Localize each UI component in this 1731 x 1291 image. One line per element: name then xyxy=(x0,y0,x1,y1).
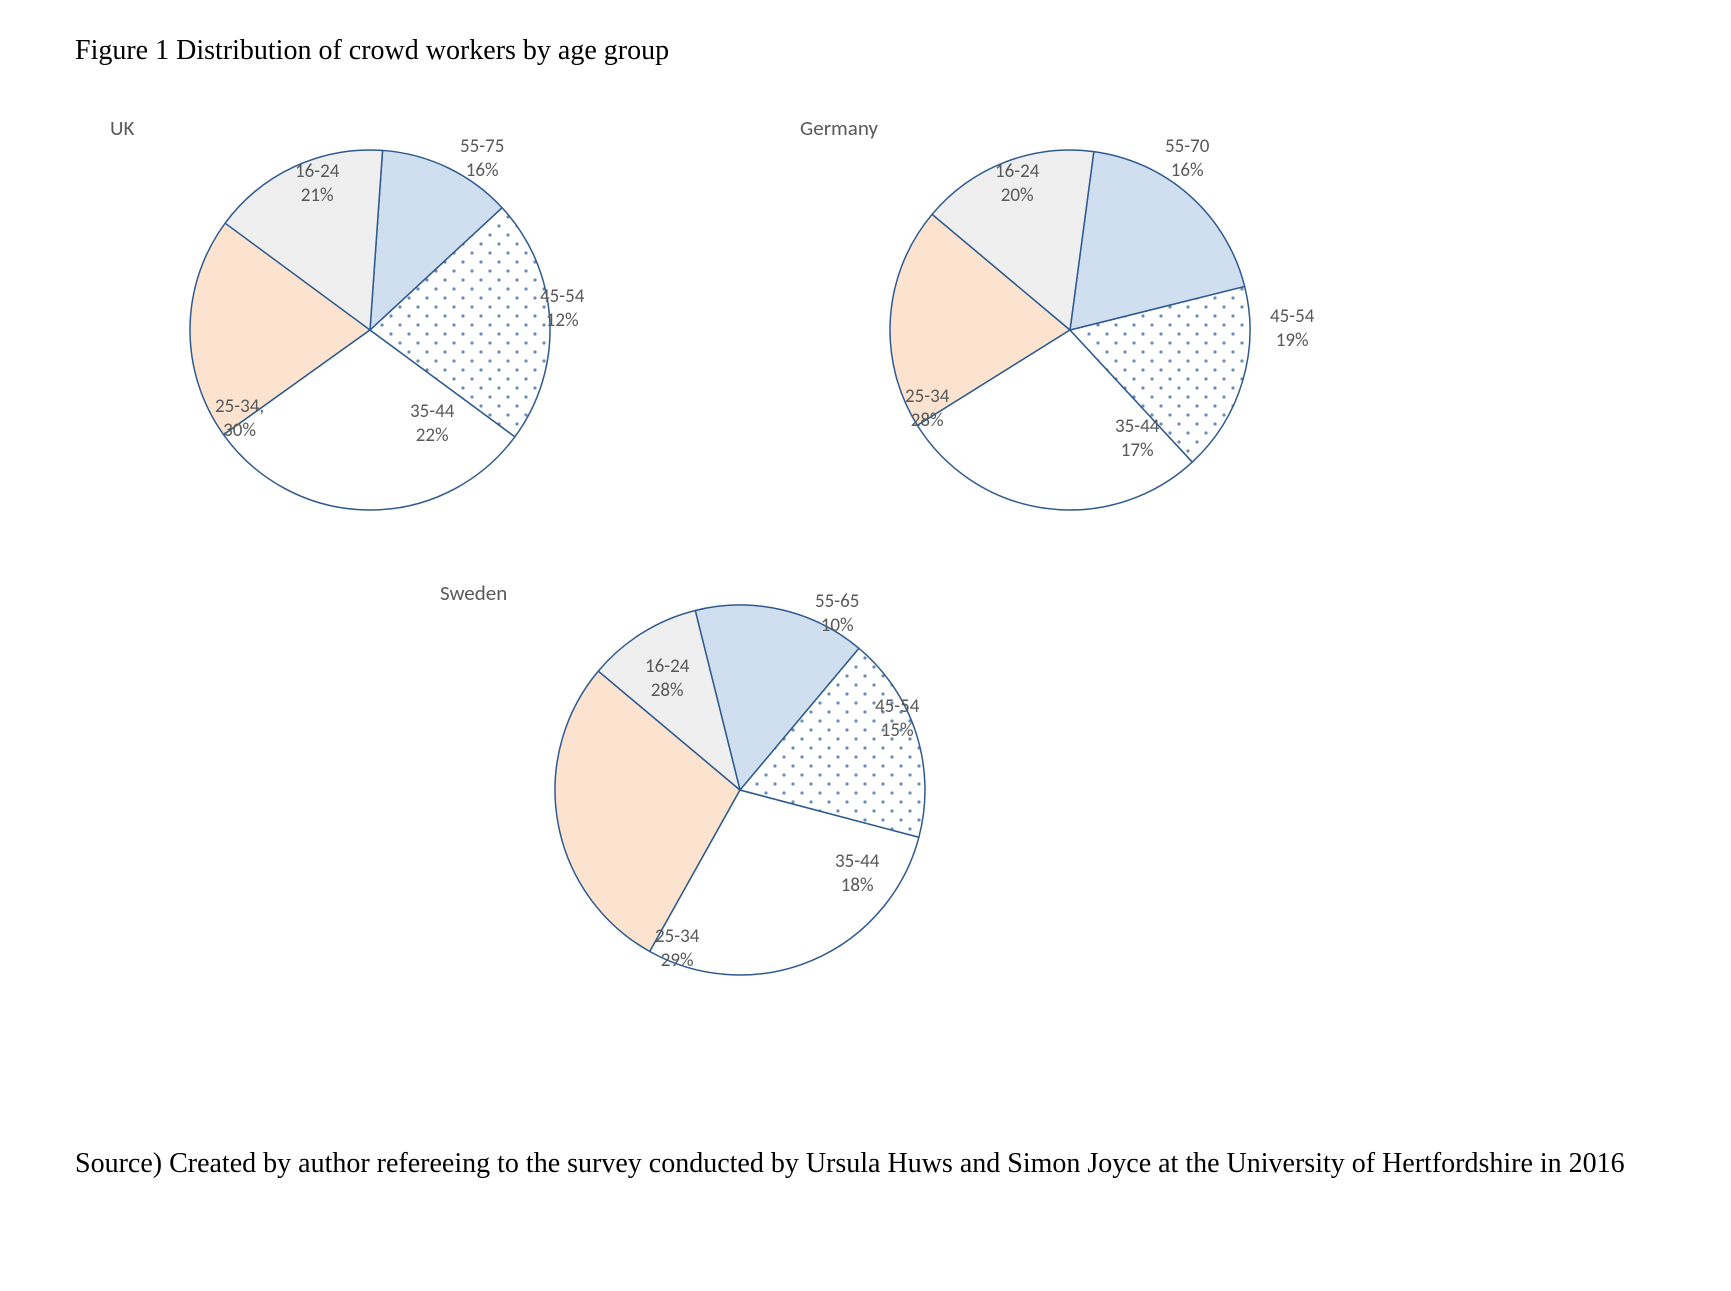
pie-chart-uk: UK16-2421%25-34,30%35-4422%45-5412%55-75… xyxy=(90,105,650,525)
slice-label-sweden-55-65: 55-6510% xyxy=(815,590,859,638)
slice-label-uk-35-44: 35-4422% xyxy=(410,400,454,448)
pie-svg-sweden xyxy=(420,555,1040,995)
pie-chart-germany: Germany16-2420%25-3428%35-4417%45-5419%5… xyxy=(770,105,1370,525)
slice-label-uk-25-34: 25-34,30% xyxy=(215,395,264,443)
slice-label-sweden-25-34: 25-3429% xyxy=(655,925,699,973)
source-text: Source) Created by author refereeing to … xyxy=(75,1140,1635,1188)
figure-title: Figure 1 Distribution of crowd workers b… xyxy=(75,35,669,67)
slice-label-germany-45-54: 45-5419% xyxy=(1270,305,1314,353)
slice-label-germany-35-44: 35-4417% xyxy=(1115,415,1159,463)
pie-chart-sweden: Sweden16-2428%25-3429%35-4418%45-5415%55… xyxy=(420,555,1040,995)
slice-label-uk-45-54: 45-5412% xyxy=(540,285,584,333)
slice-label-sweden-16-24: 16-2428% xyxy=(645,655,689,703)
slice-label-uk-16-24: 16-2421% xyxy=(295,160,339,208)
slice-label-sweden-35-44: 35-4418% xyxy=(835,850,879,898)
slice-label-uk-55-75: 55-7516% xyxy=(460,135,504,183)
page: { "figure_title": "Figure 1 Distribution… xyxy=(0,0,1731,1291)
slice-label-sweden-45-54: 45-5415% xyxy=(875,695,919,743)
slice-label-germany-16-24: 16-2420% xyxy=(995,160,1039,208)
slice-label-germany-25-34: 25-3428% xyxy=(905,385,949,433)
slice-label-germany-55-70: 55-7016% xyxy=(1165,135,1209,183)
